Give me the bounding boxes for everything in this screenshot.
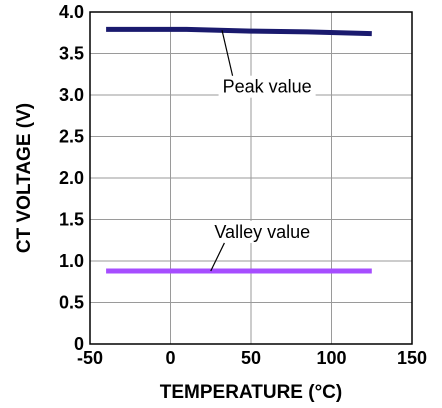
annotation-label-background (218, 75, 316, 98)
y-axis-label: CT VOLTAGE (V) (14, 103, 35, 253)
x-tick-label: 100 (316, 348, 346, 368)
annotation-leader-line-peak (221, 30, 234, 76)
y-tick-label: 0 (74, 334, 84, 354)
annotation-label-valley: Valley value (214, 222, 310, 242)
series-lines (106, 26, 372, 274)
y-tick-label: 1.5 (59, 210, 84, 230)
y-tick-labels: 0 0.5 1.0 1.5 2.0 2.5 3.0 3.5 4.0 (59, 2, 84, 354)
y-tick-label: 2.0 (59, 168, 84, 188)
y-tick-label: 3.5 (59, 44, 84, 64)
y-tick-label: 3.0 (59, 85, 84, 105)
series-line-peak (106, 26, 372, 37)
x-tick-label: -50 (77, 348, 103, 368)
x-axis-label: TEMPERATURE (°C) (160, 382, 342, 403)
annotations: Peak value Valley value (210, 30, 316, 272)
annotation-leader-line-valley (210, 242, 225, 272)
annotation-label-background (210, 220, 315, 243)
y-tick-label: 4.0 (59, 2, 84, 22)
annotation-label-peak: Peak value (223, 77, 312, 97)
plot-frame (89, 11, 413, 345)
x-tick-labels: -50 0 50 100 150 (77, 348, 427, 368)
x-tick-label: 150 (397, 348, 427, 368)
grid (89, 11, 413, 345)
y-tick-label: 1.0 (59, 251, 84, 271)
y-tick-label: 2.5 (59, 127, 84, 147)
x-tick-label: 50 (241, 348, 261, 368)
x-tick-label: 0 (165, 348, 175, 368)
y-tick-label: 0.5 (59, 293, 84, 313)
